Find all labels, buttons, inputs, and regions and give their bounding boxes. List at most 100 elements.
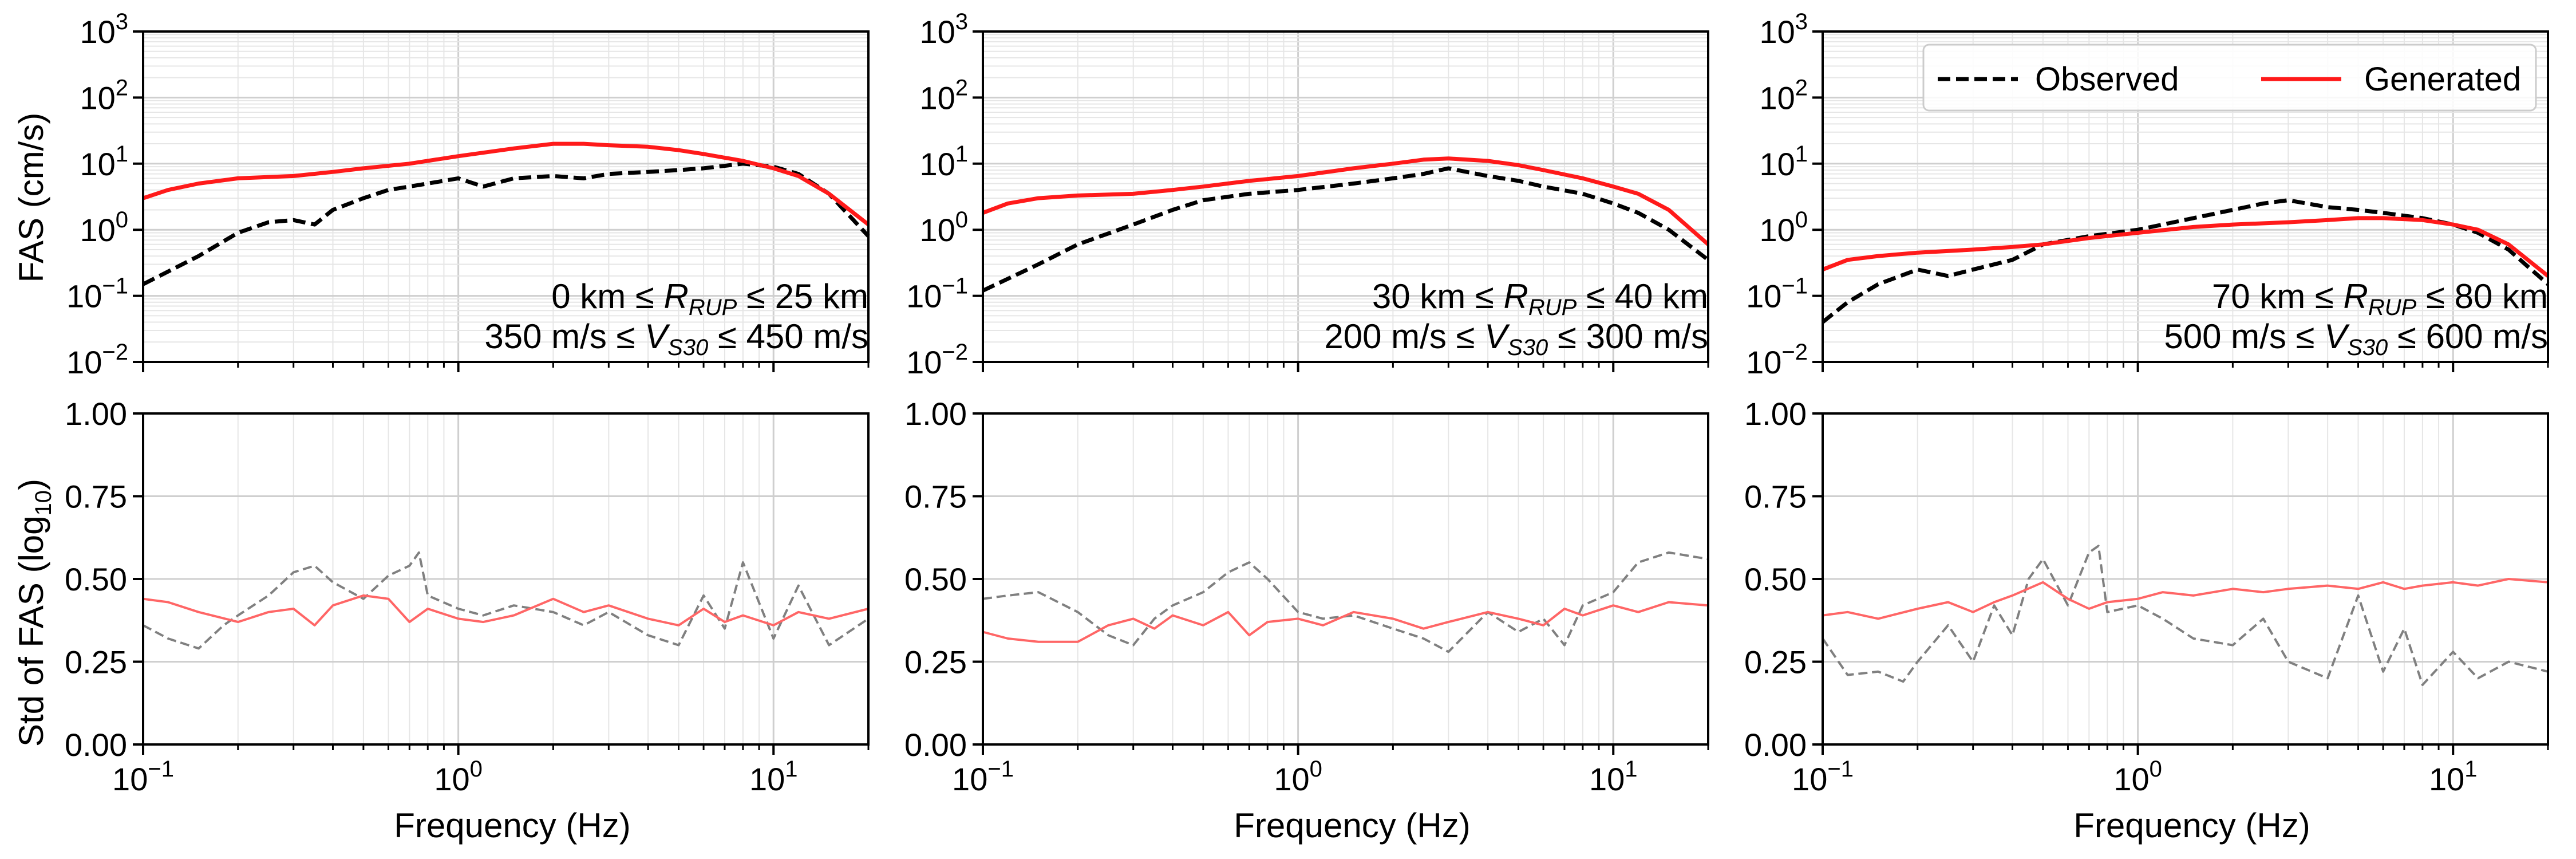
y-tick-label-base: 10 xyxy=(80,212,115,248)
x-tick-label-exp: 0 xyxy=(2150,756,2162,782)
y-tick-label-exp: −1 xyxy=(1781,274,1808,299)
x-tick-label-exp: 0 xyxy=(470,756,483,782)
y-tick-label: 0.50 xyxy=(65,561,127,597)
annotation-middle-line2: 200 m/s ≤ VS30 ≤ 300 m/s xyxy=(1324,317,1708,360)
x-tick-label: 100 xyxy=(1274,756,1322,797)
x-tick-label: 101 xyxy=(2429,756,2478,797)
x-tick-label: 101 xyxy=(749,756,798,797)
y-tick-label-base: 10 xyxy=(919,212,955,248)
x-tick-label-base: 10 xyxy=(1792,761,1827,797)
ann-left-1-b: ≤ 25 km xyxy=(737,277,868,316)
y-tick-label-base: 10 xyxy=(919,146,955,182)
y-tick-label: 101 xyxy=(919,141,968,182)
y-tick-label-exp: 0 xyxy=(1795,207,1808,233)
y-tick-label-exp: 1 xyxy=(116,141,128,167)
x-tick-label-exp: 1 xyxy=(2464,756,2477,782)
y-tick-label: 10−2 xyxy=(66,340,128,380)
y-tick-label: 10−1 xyxy=(906,274,968,314)
x-tick-label-base: 10 xyxy=(112,761,148,797)
y-tick-label-base: 10 xyxy=(906,278,942,314)
annotation-middle-line1: 30 km ≤ RRUP ≤ 40 km xyxy=(1372,277,1708,320)
series-line-generated xyxy=(1822,216,2550,278)
ann-mid-2-V: V xyxy=(1484,317,1510,356)
ann-right-2-V: V xyxy=(2324,317,2350,356)
annotation-right-line1: 70 km ≤ RRUP ≤ 80 km xyxy=(2212,277,2548,320)
y-tick-label-base: 10 xyxy=(80,80,115,116)
legend: Observed Generated xyxy=(1922,44,2537,112)
series-line-observed xyxy=(1822,545,2549,686)
ann-left-2-sub: S30 xyxy=(667,335,708,360)
x-tick-label-exp: 1 xyxy=(785,756,797,782)
y-tick-label-exp: −1 xyxy=(942,274,968,299)
annotation-left-line1: 0 km ≤ RRUP ≤ 25 km xyxy=(551,277,868,320)
x-axis-label-right: Frequency (Hz) xyxy=(2073,806,2310,845)
x-tick-label-base: 10 xyxy=(2429,761,2464,797)
x-tick-label-base: 10 xyxy=(434,761,469,797)
ann-mid-1-sub: RUP xyxy=(1528,295,1577,320)
y-tick-label-exp: 2 xyxy=(955,75,968,100)
ann-right-2-a: 500 m/s ≤ xyxy=(2164,317,2324,356)
x-tick-label: 101 xyxy=(1589,756,1638,797)
y-tick-label: 0.00 xyxy=(904,727,967,763)
y-tick-label: 1.00 xyxy=(65,396,127,432)
x-tick-label-base: 10 xyxy=(2113,761,2149,797)
y-tick-label-exp: −2 xyxy=(1781,340,1808,365)
series-line-observed xyxy=(982,551,1709,653)
x-tick-label-base: 10 xyxy=(1589,761,1625,797)
y-tick-label: 0.50 xyxy=(904,561,967,597)
y-tick-label-base: 10 xyxy=(1759,14,1795,50)
ann-mid-1-b: ≤ 40 km xyxy=(1577,277,1708,316)
y-tick-label: 0.75 xyxy=(1744,479,1807,515)
ann-left-2-a: 350 m/s ≤ xyxy=(484,317,645,356)
y-tick-label-base: 10 xyxy=(1746,344,1781,380)
y-tick-label-exp: 3 xyxy=(116,9,128,34)
y-tick-label: 10−2 xyxy=(906,340,968,380)
x-tick-label-exp: −1 xyxy=(987,756,1014,782)
x-axis-label-middle: Frequency (Hz) xyxy=(1234,806,1470,845)
plot-frame xyxy=(142,30,870,363)
series-line-observed xyxy=(143,551,870,650)
y-tick-label: 0.75 xyxy=(904,479,967,515)
x-tick-label-exp: 1 xyxy=(1625,756,1637,782)
y-tick-label-exp: −2 xyxy=(942,340,968,365)
y-tick-label: 103 xyxy=(80,9,128,50)
bottom-y-axis-label-sub: 10 xyxy=(31,490,56,516)
y-tick-label-base: 10 xyxy=(80,146,115,182)
y-tick-label: 100 xyxy=(1759,207,1808,248)
y-tick-label-exp: 0 xyxy=(955,207,968,233)
y-tick-label: 101 xyxy=(1759,141,1808,182)
y-tick-label: 10−1 xyxy=(1746,274,1808,314)
x-tick-label: 10−1 xyxy=(1792,756,1854,797)
legend-generated-label: Generated xyxy=(2364,61,2521,98)
series-line-observed xyxy=(142,161,870,286)
ann-mid-2-sub: S30 xyxy=(1507,335,1548,360)
y-tick-label-base: 10 xyxy=(66,344,102,380)
x-tick-label: 100 xyxy=(434,756,483,797)
x-tick-label-base: 10 xyxy=(1274,761,1309,797)
y-tick-label: 103 xyxy=(1759,9,1808,50)
top-y-axis-label: FAS (cm/s) xyxy=(12,113,50,283)
y-tick-label: 102 xyxy=(80,75,128,116)
y-tick-label-exp: −1 xyxy=(102,274,128,299)
ann-left-1-a: 0 km ≤ xyxy=(551,277,663,316)
y-tick-label-base: 10 xyxy=(80,14,115,50)
y-tick-label-exp: 2 xyxy=(1795,75,1808,100)
x-tick-label-exp: −1 xyxy=(148,756,174,782)
series-line-generated xyxy=(143,594,869,626)
y-tick-label-exp: 1 xyxy=(955,141,968,167)
ann-mid-1-R: R xyxy=(1504,277,1528,316)
y-tick-label-base: 10 xyxy=(66,278,102,314)
y-tick-label: 100 xyxy=(919,207,968,248)
y-tick-label-base: 10 xyxy=(919,80,955,116)
y-tick-label-base: 10 xyxy=(919,14,955,50)
y-tick-label: 0.00 xyxy=(65,727,127,763)
y-tick-label: 0.50 xyxy=(1744,561,1807,597)
y-tick-label: 102 xyxy=(1759,75,1808,116)
series-line-generated xyxy=(1822,578,2549,620)
ann-right-1-a: 70 km ≤ xyxy=(2212,277,2344,316)
ann-mid-2-b: ≤ 300 m/s xyxy=(1548,317,1708,356)
